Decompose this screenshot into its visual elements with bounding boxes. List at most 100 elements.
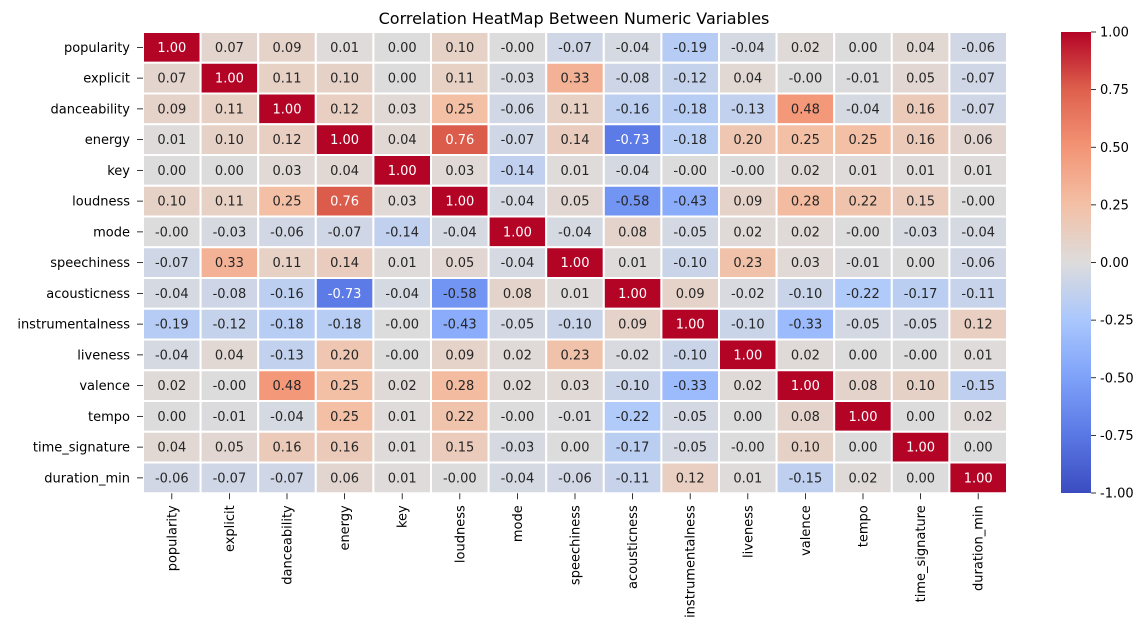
- heatmap-cell: [430, 277, 490, 310]
- cell-value-label: 0.00: [388, 41, 417, 56]
- cell-value-label: 0.14: [561, 133, 590, 148]
- cell-value-label: 0.28: [445, 379, 474, 394]
- cell-value-label: 0.00: [906, 256, 935, 271]
- heatmap-cell: [775, 461, 836, 495]
- x-tick-label: time_signature: [914, 505, 929, 602]
- cell-value-label: 0.02: [388, 379, 417, 394]
- cell-value-label: 0.01: [733, 471, 762, 486]
- cell-value-label: -0.06: [270, 225, 304, 240]
- cell-value-label: 1.00: [445, 195, 474, 210]
- cell-value-label: -0.43: [443, 318, 477, 333]
- heatmap-cell: [545, 307, 605, 341]
- cell-value-label: 0.08: [503, 287, 532, 302]
- cell-value-label: 0.10: [157, 195, 186, 210]
- heatmap-cell: [948, 184, 1009, 218]
- y-tick-label: danceability: [51, 102, 131, 117]
- cell-value-label: 0.06: [330, 471, 359, 486]
- cell-value-label: -0.73: [616, 133, 650, 148]
- x-tick-label: liveness: [741, 505, 756, 558]
- y-tick-label: popularity: [64, 41, 130, 56]
- y-tick-label: explicit: [83, 72, 130, 87]
- heatmap-cell: [890, 400, 951, 433]
- cell-value-label: 0.09: [676, 287, 705, 302]
- y-tick-label: liveness: [77, 348, 130, 363]
- cell-value-label: -0.07: [155, 256, 189, 271]
- cell-value-label: -0.19: [155, 318, 189, 333]
- cell-value-label: 0.00: [906, 471, 935, 486]
- cell-value-label: 0.15: [906, 195, 935, 210]
- colorbar-tick-label: -0.75: [1100, 429, 1134, 444]
- cell-value-label: -0.07: [961, 102, 995, 117]
- heatmap-cell: [545, 461, 605, 495]
- cell-value-label: 0.01: [906, 164, 935, 179]
- cell-value-label: 0.25: [273, 195, 302, 210]
- cell-value-label: -0.03: [904, 225, 938, 240]
- cell-value-label: 0.03: [388, 195, 417, 210]
- colorbar-gradient: [1061, 32, 1091, 493]
- cell-value-label: -0.17: [904, 287, 938, 302]
- cell-value-label: 0.06: [964, 133, 993, 148]
- cell-value-label: 0.03: [273, 164, 302, 179]
- cell-value-label: 0.10: [906, 379, 935, 394]
- heatmap-cell: [430, 215, 490, 249]
- cell-value-label: -0.00: [731, 164, 765, 179]
- cell-value-label: 1.00: [791, 379, 820, 394]
- heatmap-cell: [487, 277, 548, 310]
- cell-value-label: 1.00: [215, 72, 244, 87]
- cell-value-label: 0.07: [215, 41, 244, 56]
- cell-value-label: 0.76: [330, 195, 359, 210]
- cell-value-label: 1.00: [676, 318, 705, 333]
- cell-value-label: -0.01: [213, 410, 247, 425]
- cell-value-label: -0.00: [443, 471, 477, 486]
- cell-value-label: -0.00: [961, 195, 995, 210]
- cell-value-label: 1.00: [561, 256, 590, 271]
- cell-value-label: 0.11: [561, 102, 590, 117]
- cell-value-label: 0.22: [849, 195, 878, 210]
- cell-value-label: -0.04: [961, 225, 995, 240]
- cell-value-label: -0.05: [904, 318, 938, 333]
- cell-value-label: 0.03: [791, 256, 820, 271]
- y-tick-label: key: [107, 164, 130, 179]
- heatmap-cell: [718, 430, 778, 464]
- heatmap-cell: [890, 277, 951, 310]
- cell-value-label: -0.04: [501, 195, 535, 210]
- x-tick-label: valence: [799, 505, 814, 556]
- heatmap-cell: [948, 461, 1009, 495]
- cell-value-label: 0.05: [215, 441, 244, 456]
- cell-value-label: 0.03: [445, 164, 474, 179]
- heatmap-cell: [948, 400, 1009, 433]
- colorbar: 1.00 0.75 0.50 0.25 0.00 -0.25 -0.50 -0.75 -1.00: [1061, 26, 1134, 502]
- cell-value-label: 0.09: [157, 102, 186, 117]
- cell-value-label: -0.06: [961, 256, 995, 271]
- cell-value-label: 0.02: [791, 164, 820, 179]
- cell-value-label: -0.22: [846, 287, 880, 302]
- cell-value-label: -0.01: [558, 410, 592, 425]
- cell-value-label: 0.01: [388, 471, 417, 486]
- cell-value-label: -0.00: [213, 379, 247, 394]
- cell-value-label: 0.03: [388, 102, 417, 117]
- cell-value-label: -0.07: [328, 225, 362, 240]
- cell-value-label: 0.28: [791, 195, 820, 210]
- cell-value-label: -0.13: [270, 348, 304, 363]
- colorbar-tick-label: 0.50: [1100, 141, 1129, 156]
- heatmap-cell: [487, 184, 548, 218]
- cell-value-label: 0.01: [964, 164, 993, 179]
- cell-value-label: -0.03: [213, 225, 247, 240]
- x-tick-label: energy: [338, 505, 353, 551]
- cell-value-label: -0.22: [616, 410, 650, 425]
- cell-value-label: -0.18: [328, 318, 362, 333]
- colorbar-tick-label: -1.00: [1100, 487, 1134, 502]
- cell-value-label: 0.48: [791, 102, 820, 117]
- cell-value-label: 0.05: [561, 195, 590, 210]
- cell-value-label: 0.03: [561, 379, 590, 394]
- cell-value-label: 0.00: [849, 41, 878, 56]
- cell-value-label: -0.15: [961, 379, 995, 394]
- heatmap-cell: [142, 92, 202, 126]
- cell-value-label: 0.25: [330, 410, 359, 425]
- y-tick-label: tempo: [88, 410, 130, 425]
- cell-value-label: 0.02: [733, 379, 762, 394]
- cell-value-label: 0.48: [273, 379, 302, 394]
- cell-value-label: 0.25: [330, 379, 359, 394]
- cell-value-label: -0.07: [270, 471, 304, 486]
- cell-value-label: -0.06: [155, 471, 189, 486]
